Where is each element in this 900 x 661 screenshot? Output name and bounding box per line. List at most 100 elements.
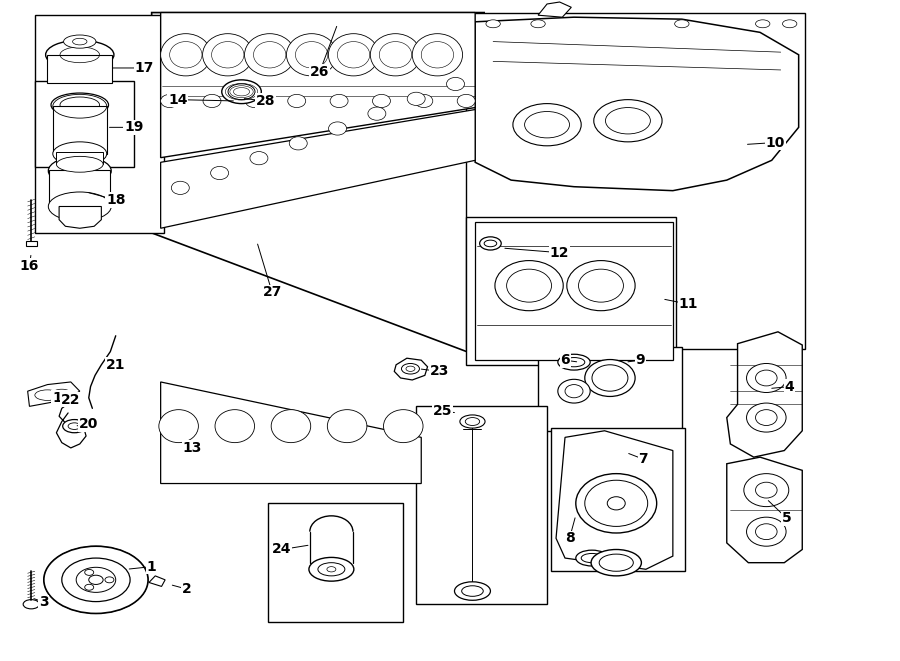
Bar (466, 217, 677, 365)
Text: 23: 23 (429, 364, 449, 378)
Ellipse shape (338, 42, 370, 68)
Ellipse shape (202, 34, 253, 76)
Ellipse shape (563, 358, 585, 367)
Text: 7: 7 (638, 452, 648, 466)
Ellipse shape (581, 553, 603, 563)
Bar (538, 347, 682, 431)
Text: 14: 14 (168, 93, 187, 106)
Ellipse shape (486, 20, 500, 28)
Ellipse shape (465, 418, 480, 426)
Ellipse shape (585, 360, 635, 397)
Ellipse shape (328, 410, 367, 443)
Ellipse shape (105, 577, 114, 583)
Ellipse shape (373, 95, 391, 108)
Ellipse shape (330, 95, 348, 108)
Text: 11: 11 (679, 297, 698, 311)
Ellipse shape (743, 474, 788, 506)
Ellipse shape (63, 420, 86, 433)
Bar (50, 171, 111, 206)
Ellipse shape (755, 524, 777, 539)
Ellipse shape (513, 104, 581, 146)
Polygon shape (475, 17, 798, 190)
Ellipse shape (415, 95, 433, 108)
Ellipse shape (62, 558, 130, 602)
Ellipse shape (525, 112, 570, 138)
Ellipse shape (215, 410, 255, 443)
Ellipse shape (379, 42, 411, 68)
Text: 6: 6 (560, 353, 570, 367)
Ellipse shape (53, 142, 107, 166)
Bar (268, 503, 403, 622)
Bar (35, 15, 164, 233)
Ellipse shape (171, 181, 189, 194)
Text: 19: 19 (124, 120, 143, 134)
Ellipse shape (318, 563, 345, 576)
Bar (551, 428, 686, 571)
Text: 17: 17 (135, 61, 154, 75)
Bar (466, 13, 805, 349)
Polygon shape (152, 13, 484, 358)
Ellipse shape (271, 410, 310, 443)
Ellipse shape (576, 474, 657, 533)
Ellipse shape (60, 97, 100, 113)
Polygon shape (394, 358, 428, 380)
Ellipse shape (462, 586, 483, 596)
Ellipse shape (203, 95, 221, 108)
Ellipse shape (76, 567, 116, 592)
Text: 10: 10 (766, 136, 785, 149)
Ellipse shape (495, 260, 563, 311)
Ellipse shape (289, 137, 307, 150)
Ellipse shape (407, 93, 425, 105)
Text: 18: 18 (106, 193, 125, 207)
Ellipse shape (782, 20, 796, 28)
Ellipse shape (286, 34, 337, 76)
Ellipse shape (212, 42, 244, 68)
Ellipse shape (755, 410, 777, 426)
Text: 2: 2 (182, 582, 192, 596)
Ellipse shape (85, 569, 94, 575)
Text: 26: 26 (310, 65, 329, 79)
Ellipse shape (746, 364, 786, 393)
Ellipse shape (368, 107, 386, 120)
Ellipse shape (370, 34, 420, 76)
Polygon shape (727, 457, 802, 563)
Ellipse shape (328, 34, 379, 76)
Text: 21: 21 (106, 358, 125, 371)
Ellipse shape (35, 390, 60, 401)
Ellipse shape (460, 415, 485, 428)
Ellipse shape (567, 260, 635, 311)
Ellipse shape (591, 549, 642, 576)
Text: 3: 3 (39, 596, 49, 609)
Polygon shape (160, 13, 475, 158)
Ellipse shape (49, 192, 112, 221)
Ellipse shape (484, 240, 497, 247)
Ellipse shape (53, 389, 71, 397)
Ellipse shape (228, 84, 255, 100)
Text: 5: 5 (782, 512, 792, 525)
Ellipse shape (592, 365, 628, 391)
Ellipse shape (457, 95, 475, 108)
Ellipse shape (250, 151, 268, 165)
Text: 4: 4 (785, 379, 795, 393)
Ellipse shape (64, 35, 96, 48)
Ellipse shape (558, 379, 590, 403)
Ellipse shape (401, 364, 419, 374)
Polygon shape (28, 382, 80, 407)
Polygon shape (475, 221, 673, 360)
Ellipse shape (46, 40, 114, 69)
Polygon shape (538, 2, 572, 17)
Ellipse shape (480, 237, 501, 250)
Ellipse shape (412, 34, 463, 76)
Text: 28: 28 (256, 94, 275, 108)
Ellipse shape (421, 42, 454, 68)
Ellipse shape (531, 20, 545, 28)
Text: 15: 15 (52, 391, 72, 405)
Text: 20: 20 (79, 417, 98, 431)
Text: 1: 1 (147, 560, 157, 574)
Ellipse shape (406, 366, 415, 371)
Text: 9: 9 (635, 353, 645, 367)
Bar (26, 241, 37, 246)
Bar (416, 407, 547, 604)
Ellipse shape (245, 34, 295, 76)
Polygon shape (160, 382, 421, 484)
